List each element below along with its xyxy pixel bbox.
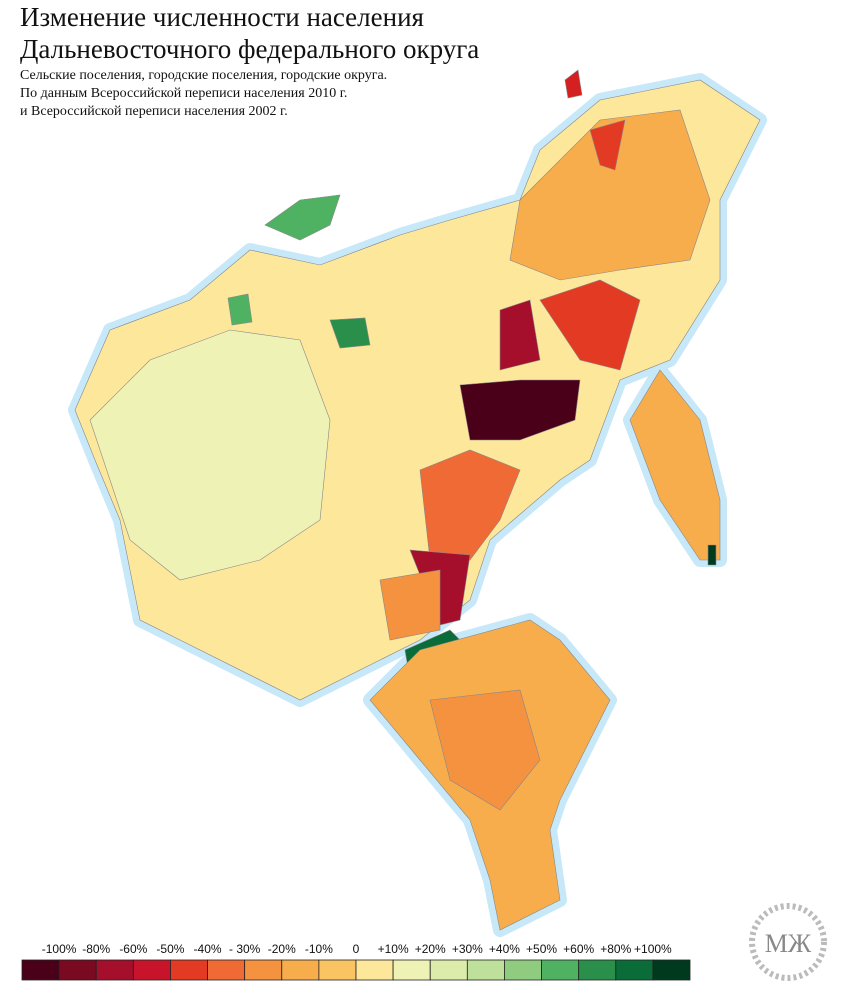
legend-label: - 30% — [229, 942, 261, 956]
legend-label: -10% — [305, 942, 333, 956]
legend-label: -60% — [119, 942, 147, 956]
logo-ring — [749, 903, 827, 981]
legend-label: 0 — [353, 942, 360, 956]
title-line: Изменение численности населения — [20, 2, 424, 32]
legend-swatch — [578, 959, 617, 981]
legend-swatch — [244, 959, 283, 981]
legend-label: +40% — [489, 942, 520, 956]
legend-swatch — [318, 959, 357, 981]
legend-label: +50% — [526, 942, 557, 956]
legend-swatch — [429, 959, 468, 981]
legend-swatch — [170, 959, 208, 981]
legend-label: +20% — [415, 942, 446, 956]
legend-swatch — [355, 959, 394, 981]
legend-label: -50% — [156, 942, 184, 956]
legend-swatch — [132, 959, 171, 981]
legend-label: -100% — [42, 942, 77, 956]
legend-label: -20% — [268, 942, 296, 956]
legend-swatch — [281, 959, 320, 981]
legend-swatch — [615, 959, 654, 981]
title-line: Дальневосточного федерального округа — [20, 34, 480, 64]
subtitle-line: По данным Всероссийской переписи населен… — [20, 86, 348, 101]
legend-label: +10% — [378, 942, 409, 956]
legend-label: -80% — [82, 942, 110, 956]
legend-label: -40% — [194, 942, 222, 956]
legend-label: +100% — [634, 942, 672, 956]
legend-swatch — [207, 959, 246, 981]
legend-swatch — [95, 959, 134, 981]
legend-label: +60% — [563, 942, 594, 956]
legend-swatch — [392, 959, 431, 981]
legend-swatch — [466, 959, 505, 981]
legend-label: +80% — [600, 942, 631, 956]
legend-swatch — [652, 959, 691, 981]
legend-swatch — [58, 959, 97, 981]
legend-swatch — [21, 959, 60, 981]
legend-swatch — [541, 959, 580, 981]
subtitle-line: и Всероссийской переписи населения 2002 … — [20, 104, 288, 119]
logo: МЖ — [749, 903, 827, 981]
subtitle-line: Сельские поселения, городские поселения,… — [20, 68, 388, 83]
legend-label: +30% — [452, 942, 483, 956]
legend-swatch — [504, 959, 542, 981]
logo-text: МЖ — [765, 929, 812, 958]
regions — [74, 69, 761, 931]
legend: -100% -80% -60% -50% -40% - 30% -20% -10% 0 +10% +… — [21, 942, 691, 981]
